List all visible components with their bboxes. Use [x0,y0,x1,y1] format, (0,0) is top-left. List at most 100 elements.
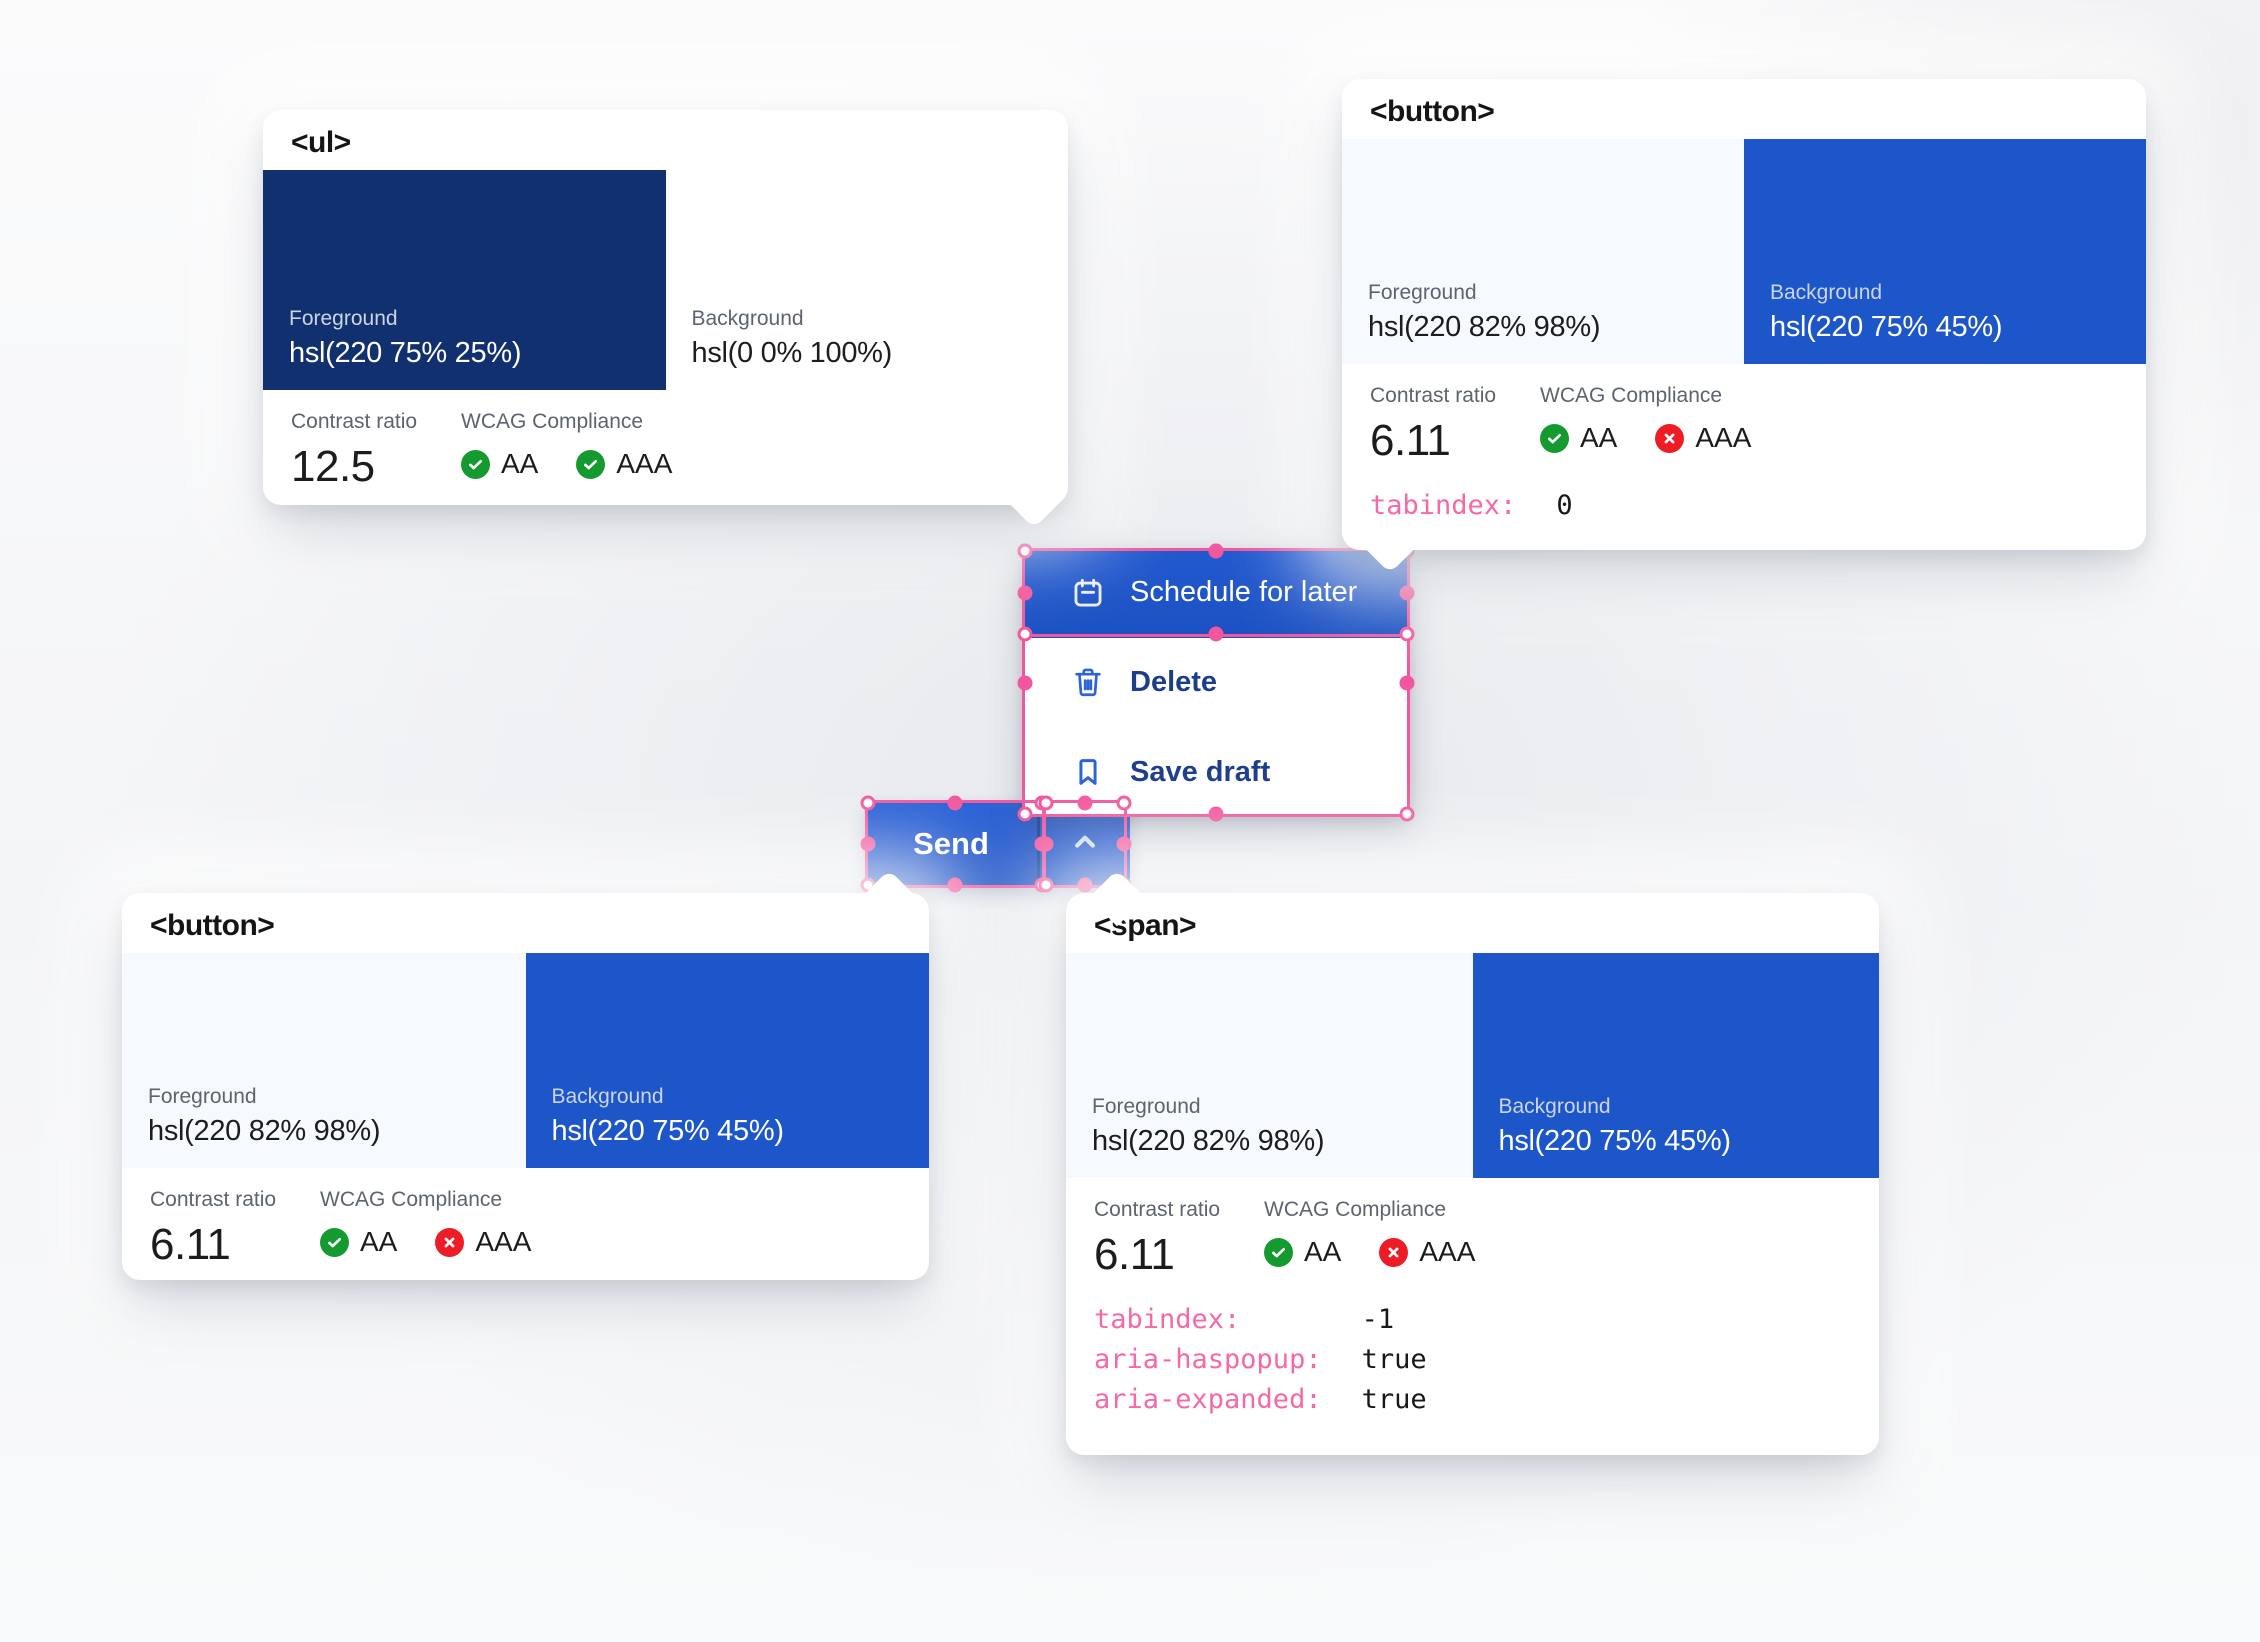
contrast-ratio-value: 6.11 [150,1220,231,1269]
aaa-status-badge [576,449,606,479]
trash-icon [1070,664,1106,700]
background-label: Background [691,307,804,330]
foreground-swatch: Foreground hsl(220 82% 98%) [1342,139,1744,364]
menu-item-label: Schedule for later [1130,576,1358,609]
selection-handle[interactable] [1399,585,1415,600]
menu-item-label: Delete [1130,665,1218,698]
contrast-ratio-label: Contrast ratio [150,1188,277,1211]
foreground-swatch: Foreground hsl(220 75% 25%) [263,170,666,390]
selection-handle[interactable] [860,836,876,852]
selection-handle[interactable] [1017,806,1033,822]
aaa-label: AAA [1419,1236,1476,1267]
menu-item-delete[interactable]: Delete [1022,638,1410,728]
selection-handle[interactable] [1116,795,1132,811]
aa-label: AA [360,1226,398,1257]
selection-handle[interactable] [1017,585,1033,600]
selection-handle[interactable] [1017,543,1033,559]
foreground-value: hsl(220 82% 98%) [148,1115,381,1147]
selection-handle[interactable] [1017,675,1033,690]
aaa-label: AAA [616,448,673,479]
aaa-status-badge [435,1227,465,1257]
element-tag: <ul> [291,126,351,159]
selection-handle[interactable] [1116,836,1132,852]
selection-handle[interactable] [1038,836,1054,852]
menu-item-save-draft[interactable]: Save draft [1022,727,1410,817]
contrast-ratio-value: 12.5 [291,442,375,491]
aria-attributes: tabindex: 0 [1342,476,2146,547]
selection-handle[interactable] [1017,626,1033,642]
attr-name: tabindex: [1370,490,1517,521]
attr-value: true [1361,1384,1427,1415]
swatch-row: Foreground hsl(220 82% 98%) Background h… [1066,953,1879,1178]
selection-handle[interactable] [1208,543,1224,559]
swatch-row: Foreground hsl(220 82% 98%) Background h… [122,953,929,1168]
aaa-label: AAA [1695,422,1752,453]
foreground-label: Foreground [1092,1095,1201,1118]
metrics-row: Contrast ratio 6.11 WCAG Compliance AA [1066,1178,1879,1290]
selection-handle[interactable] [1399,675,1415,690]
selection-handle[interactable] [1399,626,1415,642]
foreground-swatch: Foreground hsl(220 82% 98%) [122,953,526,1168]
element-tag: <span> [1094,909,1197,942]
foreground-value: hsl(220 82% 98%) [1092,1125,1325,1157]
wcag-compliance-label: WCAG Compliance [320,1188,503,1211]
attr-name: tabindex: [1094,1304,1241,1335]
selection-handle[interactable] [1038,795,1054,811]
foreground-label: Foreground [289,307,398,330]
metrics-row: Contrast ratio 6.11 WCAG Compliance AA [1342,364,2146,476]
element-tag: <button> [150,909,275,942]
background-value: hsl(220 75% 45%) [1770,311,2003,343]
send-button-label: Send [913,826,989,861]
selection-handle[interactable] [1208,626,1224,642]
background-swatch: Background hsl(220 75% 45%) [1744,139,2146,364]
aa-status-badge [461,449,490,479]
contrast-ratio-label: Contrast ratio [1094,1198,1221,1221]
background-label: Background [1498,1095,1611,1118]
bookmark-icon [1070,754,1106,790]
aaa-status-badge [1379,1237,1409,1267]
aa-label: AA [1304,1236,1342,1267]
selection-handle[interactable] [947,877,963,893]
background-label: Background [1770,281,1883,304]
selection-handle[interactable] [1077,795,1093,811]
swatch-row: Foreground hsl(220 75% 25%) Background h… [263,170,1068,390]
background-swatch: Background hsl(220 75% 45%) [525,953,929,1168]
aa-status-badge [320,1227,349,1257]
foreground-value: hsl(220 82% 98%) [1368,311,1601,343]
background-swatch: Background hsl(0 0% 100%) [665,170,1068,390]
chevron-up-icon [1068,825,1102,864]
selection-handle[interactable] [1399,806,1415,822]
selection-handle[interactable] [1077,877,1093,893]
send-options-menu: Schedule for later Delete Save draft [1022,548,1410,817]
aa-status-badge [1264,1237,1293,1267]
selection-handle[interactable] [1038,877,1054,893]
contrast-ratio-label: Contrast ratio [291,410,418,433]
element-tag: <button> [1370,95,1495,128]
metrics-row: Contrast ratio 6.11 WCAG Compliance AA [122,1168,929,1280]
contrast-tooltip-button-bottom: <button> Foreground hsl(220 82% 98%) Bac… [122,869,929,1280]
aa-label: AA [501,448,539,479]
selection-rect-menu-item[interactable] [1017,543,1415,642]
aa-label: AA [1580,422,1618,453]
selection-handle[interactable] [860,795,876,811]
aaa-status-badge [1655,423,1685,453]
menu-item-schedule-for-later[interactable]: Schedule for later [1022,548,1410,638]
contrast-tooltip-button-top: <button> Foreground hsl(220 82% 98%) Bac… [1342,79,2146,574]
swatch-row: Foreground hsl(220 82% 98%) Background h… [1342,139,2146,364]
wcag-compliance-label: WCAG Compliance [1540,384,1723,407]
calendar-icon [1070,575,1106,611]
attr-value: true [1361,1344,1427,1375]
aaa-label: AAA [475,1226,532,1257]
contrast-tooltip-span: <span> Foreground hsl(220 82% 98%) Backg… [1066,869,1879,1455]
background-label: Background [551,1085,664,1108]
background-swatch: Background hsl(220 75% 45%) [1472,953,1879,1178]
attr-name: aria-expanded: [1094,1384,1322,1415]
contrast-ratio-value: 6.11 [1370,416,1451,465]
wcag-compliance-label: WCAG Compliance [461,410,644,433]
selection-handle[interactable] [947,795,963,811]
send-button[interactable]: Send [865,800,1037,888]
selection-handle[interactable] [1208,806,1224,822]
attr-value: -1 [1361,1304,1395,1335]
attr-name: aria-haspopup: [1094,1344,1322,1375]
attr-value: 0 [1556,490,1573,521]
